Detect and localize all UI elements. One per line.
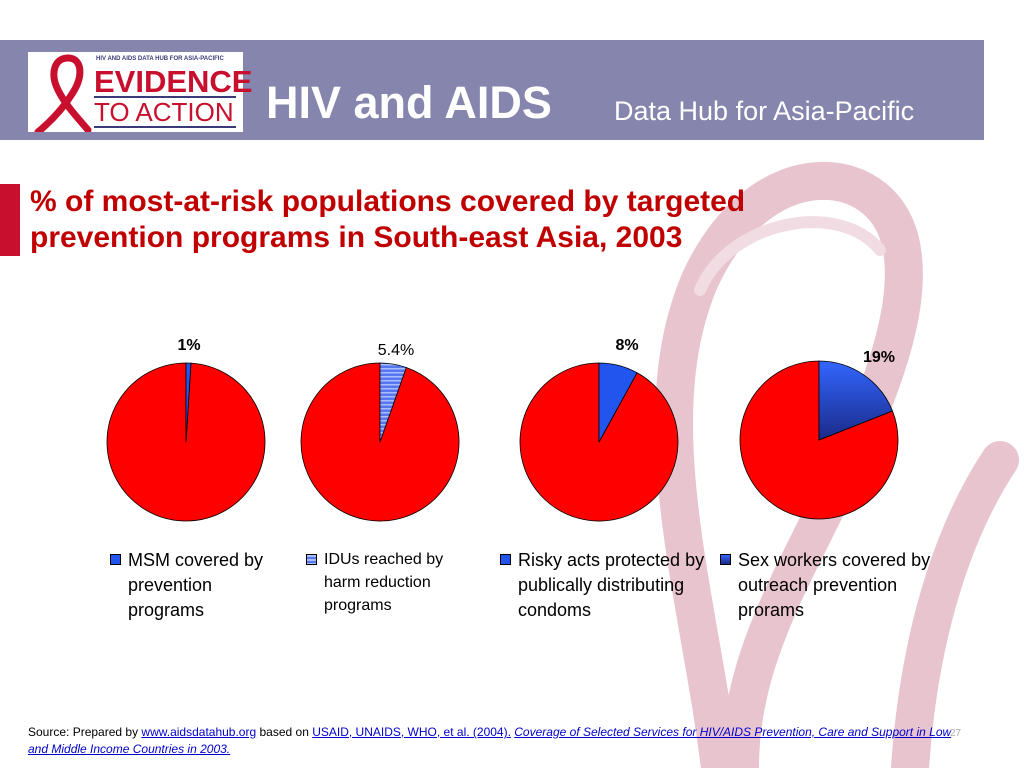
- pie-coverage-slice: [598, 362, 638, 443]
- red-ribbon-icon: [34, 54, 92, 132]
- logo-rule-bottom: [94, 126, 236, 128]
- logo-rule: [94, 96, 236, 98]
- source-prefix: Source: Prepared by: [28, 725, 142, 739]
- header-bar: HIV AND AIDS DATA HUB FOR ASIA-PACIFIC E…: [0, 40, 984, 140]
- pie-data-label: 5.4%: [378, 342, 414, 359]
- legend-label: Sex workers covered by outreach preventi…: [738, 550, 931, 620]
- legend-swatch: [110, 554, 121, 565]
- page-subtitle: Data Hub for Asia-Pacific: [614, 96, 915, 126]
- logo-evidence: EVIDENCE: [94, 64, 253, 99]
- source-link-usaid[interactable]: USAID, UNAIDS, WHO, et al. (2004).: [312, 725, 511, 739]
- pie-coverage-slice: [818, 360, 893, 441]
- pie-data-label: 8%: [615, 337, 638, 354]
- legend-label: MSM covered by prevention programs: [128, 550, 264, 620]
- source-note: Source: Prepared by www.aidsdatahub.org …: [28, 724, 968, 758]
- logo: HIV AND AIDS DATA HUB FOR ASIA-PACIFIC E…: [28, 52, 252, 132]
- page-number: 27: [950, 728, 962, 739]
- pie-data-label: 19%: [863, 349, 895, 366]
- pie-coverage-slice: [379, 362, 407, 443]
- source-link-report[interactable]: Coverage of Selected Services for HIV/AI…: [28, 725, 952, 756]
- title-accent-bar: [0, 184, 20, 256]
- legend-label: IDUs reached by harm reduction programs: [324, 551, 444, 614]
- page-title: HIV and AIDS: [266, 77, 552, 128]
- source-middle: based on: [256, 725, 313, 739]
- legend-swatch: [306, 554, 317, 565]
- pie-data-label: 1%: [177, 337, 200, 354]
- legend-swatch: [500, 554, 511, 565]
- logo-to-action: TO ACTION: [94, 97, 234, 127]
- source-link-aidsdatahub[interactable]: www.aidsdatahub.org: [141, 725, 257, 739]
- legend-label: Risky acts protected by publically distr…: [518, 550, 705, 620]
- legend-swatch: [720, 554, 731, 565]
- pie-coverage-slice: [185, 362, 192, 443]
- logo-tagline: HIV AND AIDS DATA HUB FOR ASIA-PACIFIC: [96, 56, 224, 62]
- chart-title: % of most-at-risk populations covered by…: [30, 185, 746, 254]
